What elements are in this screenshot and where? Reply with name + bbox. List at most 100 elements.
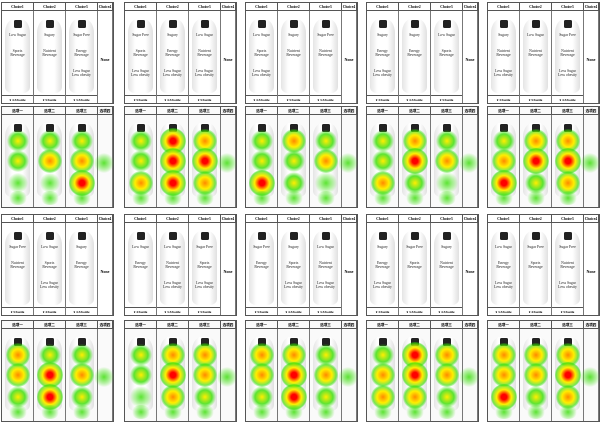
none-column: None (98, 11, 113, 103)
choice-card: Choice1 Choice2 Choice3 Choice4 Sugar Free Sp… (124, 2, 237, 104)
price-label: ¥ 5/bottle (189, 95, 220, 103)
bottle-label: Low Sugar (132, 245, 149, 249)
bottle-cap-icon (531, 20, 540, 28)
bottle-image (37, 19, 62, 93)
bottle-cap-icon (136, 20, 145, 28)
heat-choice-label: 选项四 (463, 321, 478, 328)
bottle-cap-icon (136, 338, 145, 346)
choice-header-row: Choice1 Choice2 Choice3 Choice4 (488, 215, 599, 223)
bottle-cap-icon (289, 20, 298, 28)
none-option: None (223, 57, 233, 62)
choice-label: Choice3 (66, 3, 98, 10)
bottle-column: Sugar Free Nutrient Beverage ¥ 3.5/bottle (310, 11, 342, 103)
bottle-cap-icon (13, 338, 22, 346)
bottle-column: Sugar Free Sports Beverage ¥ 4/bottle (520, 223, 552, 315)
price-label: ¥ 4/bottle (34, 307, 65, 315)
price-label: ¥ 4.5/bottle (2, 95, 33, 103)
bottle-column: Sugar Free Sports Beverage Less Sugar Less… (125, 11, 157, 103)
bottle-column (399, 329, 431, 421)
bottle-image (555, 231, 580, 305)
price-label: ¥ 3.5/bottle (399, 307, 430, 315)
bottle-label: Low Sugar (196, 33, 213, 37)
choice-label: Choice3 (310, 215, 342, 222)
bottle-image (69, 337, 94, 411)
bottle-cap-icon (289, 232, 298, 240)
none-option: None (465, 57, 475, 62)
bottle-image (491, 231, 516, 305)
bottle-label: Sugary (409, 33, 420, 37)
bottle-column: Sugar Free Sports Beverage Less Sugar Less… (189, 223, 221, 315)
bottle-cap-icon (168, 20, 177, 28)
bottle-column: Sugary Energy Beverage ¥ 4.5/bottle (66, 223, 98, 315)
none-column (94, 329, 114, 421)
bottle-label: Less Sugar Less obesity (558, 281, 577, 290)
bottle-cap-icon (168, 124, 177, 132)
bottle-label: Sports Beverage (10, 49, 25, 58)
bottle-label: Nutrient Beverage (165, 261, 180, 270)
choice-header-row: 选项一 选项二 选项三 选项四 (488, 321, 599, 329)
bottle-image (402, 337, 427, 411)
price-label: ¥ 4.5/bottle (157, 95, 188, 103)
choice-header-row: 选项一 选项二 选项三 选项四 (367, 107, 478, 115)
choice-label: Choice3 (189, 215, 221, 222)
choice-label: Choice4 (221, 215, 236, 222)
none-option: None (344, 269, 354, 274)
choice-label: Choice3 (310, 3, 342, 10)
price-label: ¥ 5/bottle (125, 95, 156, 103)
bottle-label: Sugar Free (527, 245, 544, 249)
bottle-cap-icon (45, 124, 54, 132)
bottle-label: Sugary (441, 245, 452, 249)
bottle-column: Sugary Energy Beverage Less Sugar Less obe… (367, 223, 399, 315)
bottle-label: Energy Beverage (496, 261, 511, 270)
bottle-column: Sugar Free Sports Beverage ¥ 3.5/bottle (399, 223, 431, 315)
bottle-image (434, 19, 459, 93)
choice-header-row: 选项一 选项二 选项三 选项四 (125, 107, 236, 115)
bottle-image (160, 19, 185, 93)
bottle-label: Low Sugar (9, 33, 26, 37)
heat-choice-label: 选项四 (584, 107, 599, 114)
choice-label: Choice1 (488, 215, 520, 222)
bottle-label: Less Sugar Less obesity (494, 281, 513, 290)
bottle-label: Sugar Free (253, 245, 270, 249)
bottle-cap-icon (442, 232, 451, 240)
choice-label: Choice1 (125, 3, 157, 10)
bottle-label: Energy Beverage (74, 261, 89, 270)
bottle-cap-icon (13, 124, 22, 132)
heat-choice-label: 选项二 (34, 107, 66, 114)
heat-choice-label: 选项三 (310, 321, 342, 328)
none-column (580, 329, 600, 421)
bottle-column: Sugar Free Nutrient Beverage Less Sugar Le… (552, 223, 584, 315)
bottle-column: Low Sugar Nutrient Beverage Less Sugar Les… (189, 11, 221, 103)
heat-choice-label: 选项一 (246, 107, 278, 114)
heat-choice-label: 选项一 (488, 321, 520, 328)
none-column (459, 329, 479, 421)
bottle-column: Low Sugar Nutrient Beverage ¥ 5/bottle (520, 11, 552, 103)
bottle-image (370, 19, 395, 93)
bottle-image (434, 231, 459, 305)
price-label: ¥ 5/bottle (2, 307, 33, 315)
bottle-column (520, 329, 552, 421)
none-option: None (344, 57, 354, 62)
bottle-label: Nutrient Beverage (10, 261, 25, 270)
bottle-cap-icon (499, 338, 508, 346)
choice-label: Choice4 (342, 215, 357, 222)
bottle-cap-icon (531, 232, 540, 240)
bottle-column (310, 329, 342, 421)
bottle-image (69, 231, 94, 305)
none-option: None (586, 269, 596, 274)
heat-choice-label: 选项三 (431, 321, 463, 328)
heat-choice-label: 选项一 (367, 321, 399, 328)
bottle-cap-icon (321, 20, 330, 28)
choice-label: Choice2 (157, 3, 189, 10)
bottle-image (249, 231, 274, 305)
bottle-column (552, 115, 584, 207)
choice-label: Choice1 (488, 3, 520, 10)
heat-choice-label: 选项三 (431, 107, 463, 114)
bottle-label: Sugary (44, 33, 55, 37)
bottle-label: Less Sugar Less obesity (163, 69, 182, 78)
choice-label: Choice1 (246, 3, 278, 10)
bottle-column (367, 115, 399, 207)
bottle-column (157, 329, 189, 421)
bottle-image (192, 337, 217, 411)
bottle-label: Energy Beverage (165, 49, 180, 58)
